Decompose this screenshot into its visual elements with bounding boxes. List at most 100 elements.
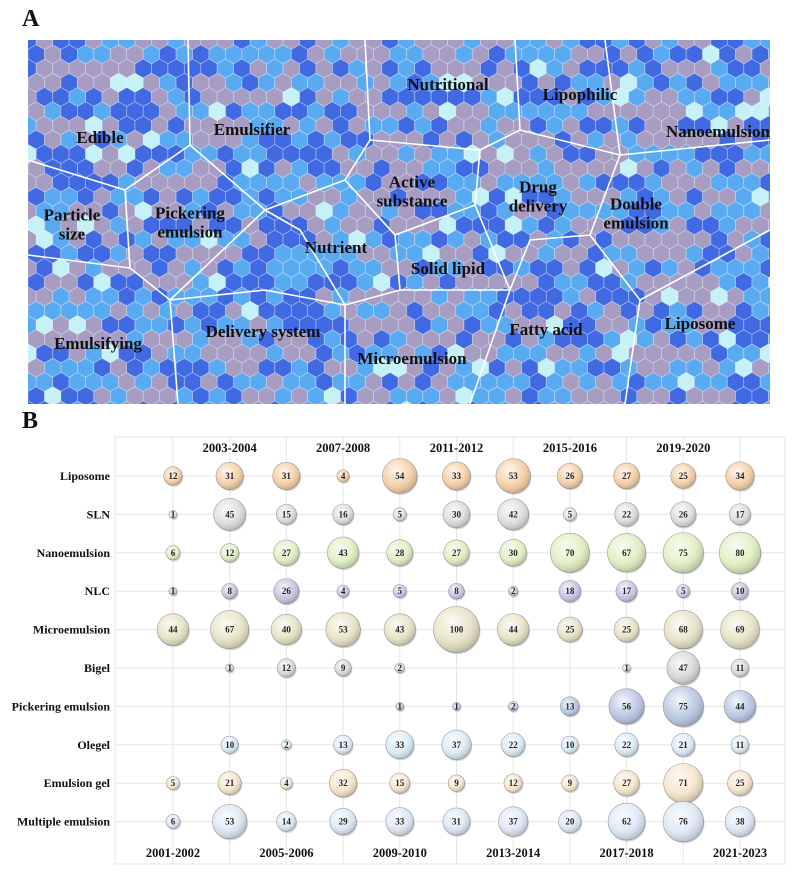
bubble-value-label: 68 xyxy=(679,625,689,635)
bubble-value-label: 16 xyxy=(339,509,349,519)
bubble-value-label: 34 xyxy=(736,471,746,481)
voronoi-treemap: Edible EmulsifierNutritionalLipophilicNan… xyxy=(28,40,770,404)
panel-a-letter: A xyxy=(22,6,40,32)
bubble-value-label: 12 xyxy=(509,778,519,788)
bubble-value-label: 2 xyxy=(511,701,516,711)
bubble-value-label: 11 xyxy=(736,740,745,750)
bubble-value-label: 12 xyxy=(169,471,179,481)
bubble-value-label: 1 xyxy=(398,701,403,711)
bubble-value-label: 21 xyxy=(225,778,235,788)
bubble-value-label: 47 xyxy=(679,663,689,673)
row-label: Multiple emulsion xyxy=(17,815,110,829)
bubble-value-label: 53 xyxy=(509,471,519,481)
bubble-value-label: 22 xyxy=(622,509,632,519)
bubble-value-label: 26 xyxy=(565,471,575,481)
bubble-value-label: 14 xyxy=(282,817,292,827)
row-label: Bigel xyxy=(84,661,111,675)
bubble-value-label: 9 xyxy=(341,663,346,673)
bubble-value-label: 44 xyxy=(509,625,519,635)
bubble-value-label: 43 xyxy=(395,625,405,635)
bubble-value-label: 44 xyxy=(169,625,179,635)
bubble-value-label: 21 xyxy=(679,740,689,750)
row-label: SLN xyxy=(87,507,111,521)
bubble-value-label: 1 xyxy=(454,701,459,711)
bubble-value-label: 76 xyxy=(679,817,689,827)
bubble-value-label: 26 xyxy=(679,509,689,519)
bubble-value-label: 10 xyxy=(736,586,746,596)
bubble-value-label: 53 xyxy=(339,625,349,635)
bubble-value-label: 67 xyxy=(622,548,632,558)
bubble-value-label: 33 xyxy=(395,740,405,750)
x-tick-label-top: 2019-2020 xyxy=(656,441,710,455)
row-label: Pickering emulsion xyxy=(12,699,111,713)
row-label: NLC xyxy=(85,584,110,598)
bubble-value-label: 1 xyxy=(171,586,176,596)
bubble-value-label: 9 xyxy=(454,778,459,788)
bubble-value-label: 8 xyxy=(227,586,232,596)
bubble-value-label: 13 xyxy=(565,701,575,711)
bubble-value-label: 27 xyxy=(282,548,292,558)
bubble-value-label: 5 xyxy=(398,586,403,596)
bubble-value-label: 11 xyxy=(736,663,745,673)
bubble-value-label: 31 xyxy=(452,817,462,827)
row-label: Olegel xyxy=(77,738,110,752)
bubble-value-label: 25 xyxy=(736,778,746,788)
bubble-value-label: 8 xyxy=(454,586,459,596)
bubble-value-label: 5 xyxy=(568,509,573,519)
bubble-value-label: 70 xyxy=(565,548,575,558)
bubble-value-label: 6 xyxy=(171,548,176,558)
bubble-value-label: 31 xyxy=(282,471,292,481)
row-label: Liposome xyxy=(60,469,111,483)
bubble-value-label: 4 xyxy=(341,586,346,596)
bubble-value-label: 56 xyxy=(622,701,632,711)
bubble-value-label: 37 xyxy=(452,740,462,750)
bubble-value-label: 75 xyxy=(679,701,689,711)
bubble-value-label: 15 xyxy=(395,778,405,788)
bubble-value-label: 33 xyxy=(452,471,462,481)
bubble-value-label: 26 xyxy=(282,586,292,596)
bubble-value-label: 32 xyxy=(339,778,349,788)
bubble-value-label: 20 xyxy=(565,817,575,827)
panel-b-letter: B xyxy=(22,408,39,434)
bubble-value-label: 10 xyxy=(225,740,235,750)
row-label: Microemulsion xyxy=(33,623,110,637)
bubble-value-label: 10 xyxy=(565,740,575,750)
bubble-value-label: 38 xyxy=(736,817,746,827)
bubble-value-label: 17 xyxy=(622,586,632,596)
bubble-value-label: 1 xyxy=(227,663,232,673)
bubble-value-label: 4 xyxy=(341,471,346,481)
bubble-value-label: 4 xyxy=(284,778,289,788)
bubble-value-label: 30 xyxy=(509,548,519,558)
bubble-value-label: 13 xyxy=(339,740,349,750)
bubble-value-label: 44 xyxy=(736,701,746,711)
bubble-value-label: 25 xyxy=(622,625,632,635)
bubble-value-label: 28 xyxy=(395,548,405,558)
bubble-value-label: 22 xyxy=(509,740,519,750)
x-tick-label-bottom: 2005-2006 xyxy=(259,846,313,860)
bubble-value-label: 53 xyxy=(225,817,235,827)
bubble-value-label: 37 xyxy=(509,817,519,827)
x-tick-label-top: 2003-2004 xyxy=(203,441,258,455)
x-tick-label-bottom: 2017-2018 xyxy=(600,846,654,860)
bubble-value-label: 6 xyxy=(171,817,176,827)
bubble-value-label: 45 xyxy=(225,509,235,519)
x-tick-label-bottom: 2013-2014 xyxy=(486,846,541,860)
x-tick-label-top: 2015-2016 xyxy=(543,441,597,455)
bubble-value-label: 29 xyxy=(339,817,349,827)
bubble-value-label: 67 xyxy=(225,625,235,635)
bubble-value-label: 5 xyxy=(681,586,686,596)
bubble-value-label: 9 xyxy=(568,778,573,788)
bubble-value-label: 18 xyxy=(565,586,575,596)
bubble-value-label: 33 xyxy=(395,817,405,827)
bubble-value-label: 5 xyxy=(171,778,176,788)
bubble-value-label: 27 xyxy=(452,548,462,558)
bubble-value-label: 71 xyxy=(679,778,689,788)
bubble-value-label: 1 xyxy=(624,663,629,673)
x-tick-label-bottom: 2021-2023 xyxy=(713,846,767,860)
bubble-value-label: 40 xyxy=(282,625,292,635)
bubble-value-label: 62 xyxy=(622,817,632,827)
bubble-value-label: 31 xyxy=(225,471,235,481)
x-tick-label-bottom: 2001-2002 xyxy=(146,846,200,860)
